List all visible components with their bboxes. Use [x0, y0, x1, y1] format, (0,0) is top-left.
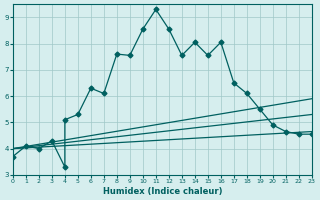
- X-axis label: Humidex (Indice chaleur): Humidex (Indice chaleur): [103, 187, 222, 196]
